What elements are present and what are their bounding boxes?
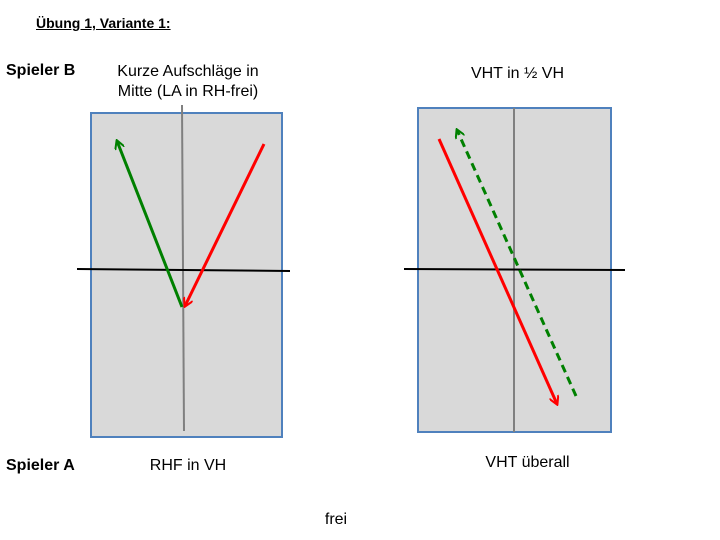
left-court [76,104,291,438]
player-b-label: Spieler B [6,62,76,79]
left-court-top-label-line1: Kurze Aufschläge in [117,63,259,80]
left-court-area [90,112,283,438]
left-court-top-label: Kurze Aufschläge in Mitte (LA in RH-frei… [98,62,278,102]
left-court-net [76,268,291,272]
left-court-top-label-line2: Mitte (LA in RH-frei) [117,83,259,100]
left-court-center-line [181,104,185,432]
left-court-bottom-label: RHF in VH [149,457,227,474]
left-court-green-arrow [117,141,184,308]
left-court-red-arrow [185,143,266,306]
right-court-net [403,268,626,271]
player-a-label: Spieler A [6,457,75,474]
right-court-bottom-label: VHT überall [485,454,570,471]
right-court-top-label: VHT in ½ VH [470,65,565,82]
right-court-red-arrow [437,138,557,404]
right-court [403,107,626,433]
footer-label: frei [324,511,348,528]
exercise-title: Übung 1, Variante 1: [36,15,171,31]
right-court-green-dashed-arrow [457,130,578,397]
